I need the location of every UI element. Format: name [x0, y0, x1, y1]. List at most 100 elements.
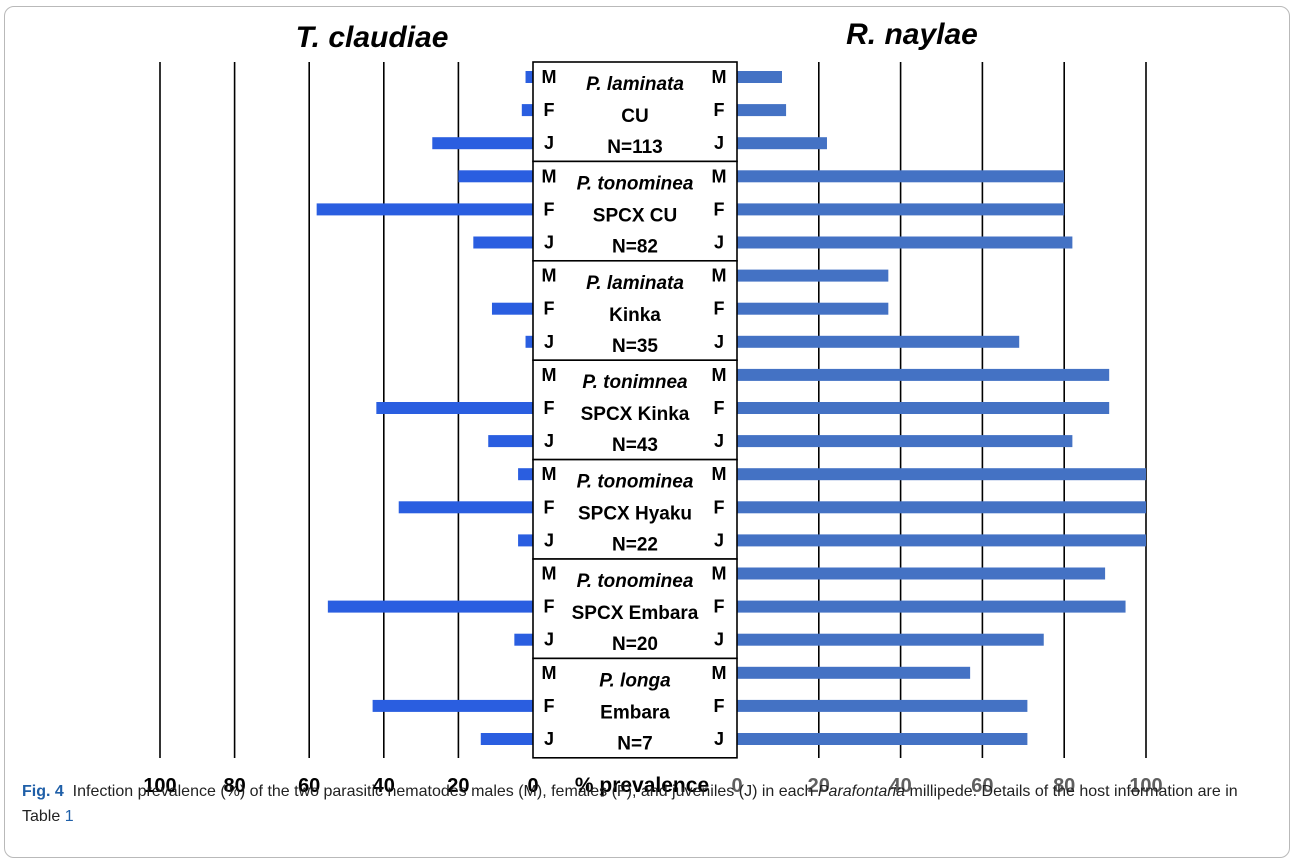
- bar-t-claudiae: [525, 71, 533, 83]
- bar-r-naylae: [737, 335, 1020, 348]
- stage-label-right: M: [712, 266, 727, 286]
- group-host-label: P. tonominea: [577, 571, 694, 592]
- bar-t-claudiae: [525, 335, 533, 348]
- stage-label-left: M: [542, 166, 557, 186]
- tick-label-right: 20: [808, 775, 830, 797]
- tick-label-right: 0: [731, 775, 742, 797]
- left-title: T. claudiae: [296, 21, 449, 54]
- group-box: [532, 160, 738, 262]
- caption-italic: Parafontaria: [817, 783, 906, 800]
- stage-label-right: J: [714, 332, 724, 352]
- stage-label-right: F: [714, 100, 725, 120]
- tick-label-right: 80: [1053, 775, 1075, 797]
- bar-r-naylae: [737, 435, 1073, 448]
- stage-label-left: J: [544, 133, 554, 153]
- bar-t-claudiae: [376, 402, 533, 414]
- group-n-label: N=113: [607, 137, 662, 158]
- stage-label-left: J: [544, 233, 554, 253]
- group-box: [532, 458, 738, 560]
- caption-label: Fig. 4: [22, 783, 64, 800]
- bar-t-claudiae: [518, 534, 533, 547]
- tick-label-left: 100: [143, 775, 176, 797]
- group-site-label: Embara: [600, 702, 670, 723]
- stage-label-left: M: [542, 67, 557, 87]
- stage-label-right: M: [712, 166, 727, 186]
- group-box: [532, 61, 738, 163]
- bar-t-claudiae: [491, 302, 533, 315]
- bar-r-naylae: [737, 733, 1028, 745]
- stage-label-left: M: [542, 365, 557, 385]
- group-n-label: N=20: [612, 634, 658, 655]
- bar-r-naylae: [737, 534, 1146, 547]
- bar-t-claudiae: [316, 203, 533, 216]
- stage-label-left: F: [544, 299, 555, 319]
- caption-text-before: Infection prevalence (%) of the two para…: [72, 783, 818, 800]
- stage-label-right: F: [714, 199, 725, 219]
- right-title: R. naylae: [846, 18, 978, 51]
- stage-label-right: J: [714, 233, 724, 253]
- bar-r-naylae: [737, 170, 1065, 183]
- group-box: [532, 259, 738, 361]
- bar-r-naylae: [737, 600, 1126, 613]
- group-box: [532, 558, 738, 660]
- group-host-label: P. laminata: [586, 273, 684, 294]
- stage-label-right: M: [712, 365, 727, 385]
- bar-t-claudiae: [473, 236, 533, 249]
- stage-label-right: J: [714, 133, 724, 153]
- stage-label-right: J: [714, 630, 724, 650]
- group-n-label: N=22: [612, 535, 658, 556]
- stage-label-right: F: [714, 398, 725, 418]
- tick-label-left: 20: [447, 775, 469, 797]
- stage-label-left: F: [544, 497, 555, 517]
- group-n-label: N=35: [612, 336, 658, 357]
- group-host-label: P. tonominea: [577, 472, 694, 493]
- stage-label-right: F: [714, 299, 725, 319]
- group-site-label: CU: [621, 106, 648, 127]
- stage-label-right: J: [714, 431, 724, 451]
- bar-r-naylae: [737, 137, 827, 150]
- bar-r-naylae: [737, 71, 782, 83]
- bar-r-naylae: [737, 368, 1110, 381]
- stage-label-right: M: [712, 464, 727, 484]
- stage-label-right: M: [712, 564, 727, 584]
- bar-t-claudiae: [458, 170, 533, 183]
- stage-label-left: J: [544, 530, 554, 550]
- group-site-label: SPCX Kinka: [581, 404, 690, 425]
- stage-label-left: F: [544, 199, 555, 219]
- bar-t-claudiae: [398, 501, 533, 514]
- caption-table-ref[interactable]: 1: [64, 808, 74, 825]
- tick-label-right: 60: [971, 775, 993, 797]
- stage-label-right: J: [714, 530, 724, 550]
- group-host-label: P. tonimnea: [582, 372, 688, 393]
- group-host-label: P. laminata: [586, 74, 684, 95]
- stage-label-left: M: [542, 663, 557, 683]
- bar-r-naylae: [737, 633, 1044, 646]
- bar-t-claudiae: [327, 600, 533, 613]
- bar-t-claudiae: [488, 435, 533, 448]
- stage-label-left: J: [544, 729, 554, 749]
- stage-label-left: F: [544, 696, 555, 716]
- stage-label-left: F: [544, 597, 555, 617]
- group-host-label: P. longa: [599, 670, 671, 691]
- stage-label-right: J: [714, 729, 724, 749]
- center-axis-label: % prevalence: [575, 774, 709, 797]
- stage-label-left: M: [542, 564, 557, 584]
- stage-label-right: F: [714, 696, 725, 716]
- bar-r-naylae: [737, 402, 1110, 414]
- stage-label-right: F: [714, 497, 725, 517]
- group-site-label: SPCX Hyaku: [578, 504, 692, 525]
- stage-label-right: F: [714, 597, 725, 617]
- bar-t-claudiae: [514, 633, 533, 646]
- stage-label-left: J: [544, 332, 554, 352]
- tick-label-left: 0: [527, 775, 538, 797]
- group-box: [532, 657, 738, 759]
- stage-label-left: F: [544, 100, 555, 120]
- bar-t-claudiae: [518, 468, 533, 481]
- figure-caption: Fig. 4 Infection prevalence (%) of the t…: [22, 779, 1277, 829]
- tick-label-right: 100: [1129, 775, 1162, 797]
- group-site-label: SPCX Embara: [572, 603, 699, 624]
- tick-label-left: 40: [373, 775, 395, 797]
- bar-r-naylae: [737, 567, 1106, 580]
- bar-r-naylae: [737, 699, 1028, 712]
- bar-r-naylae: [737, 468, 1146, 481]
